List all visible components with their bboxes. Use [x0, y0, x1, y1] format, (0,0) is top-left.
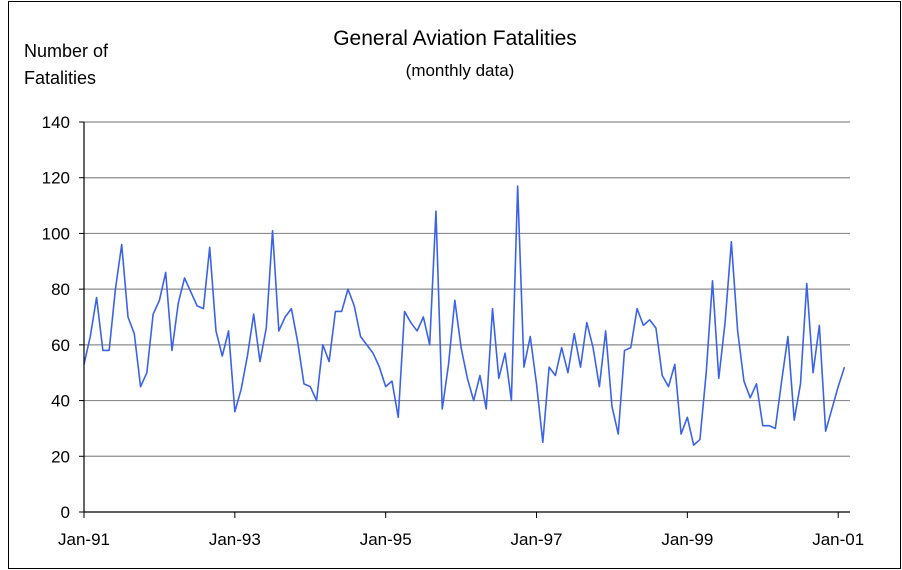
plot	[83, 185, 846, 446]
x-tick-label: Jan-93	[209, 530, 261, 549]
data-line	[83, 185, 846, 446]
x-tick-label: Jan-97	[511, 530, 563, 549]
y-tick-label: 20	[51, 447, 70, 466]
chart-subtitle: (monthly data)	[406, 61, 515, 80]
y-axis-label: Number of Fatalities	[24, 41, 109, 88]
y-tick-label: 60	[51, 336, 70, 355]
y-tick-label: 40	[51, 392, 70, 411]
y-tick-label: 120	[42, 169, 70, 188]
y-tick-label: 0	[61, 503, 70, 522]
y-tick-label: 80	[51, 280, 70, 299]
x-tick-label: Jan-95	[360, 530, 412, 549]
y-tick-label: 140	[42, 113, 70, 132]
x-tick-label: Jan-91	[58, 530, 110, 549]
y-tick-label: 100	[42, 224, 70, 243]
chart-title: General Aviation Fatalities	[333, 27, 577, 50]
x-tick-label: Jan-99	[661, 530, 713, 549]
grid	[84, 121, 850, 457]
chart-frame	[8, 1, 901, 569]
x-tick-label: Jan-01	[812, 530, 864, 549]
